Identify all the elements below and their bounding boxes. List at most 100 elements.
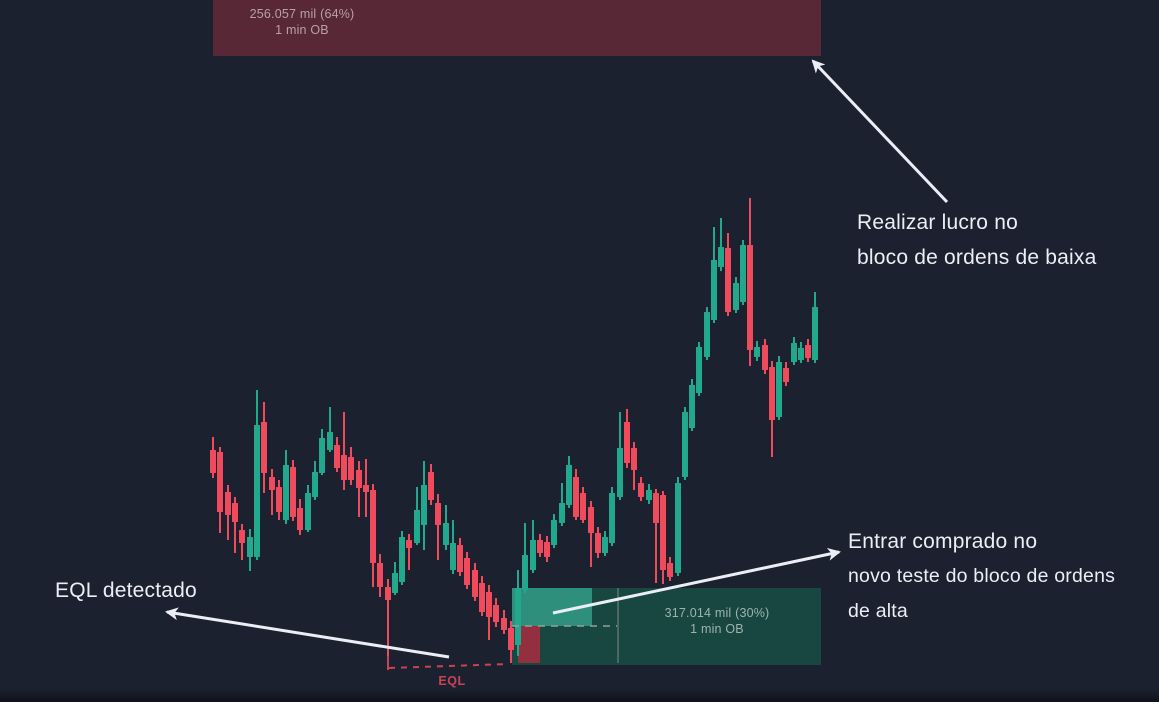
candle-wick [234,497,236,553]
candle-body [609,493,615,543]
candle-body [319,438,325,473]
candle-body [573,477,579,517]
candle-body [239,530,245,543]
candle-body [675,483,681,573]
candle-body [261,422,267,473]
note-eql-detected: EQL detectado [55,573,197,608]
candle-body [602,537,608,553]
candle-body [544,542,550,557]
candle-body [276,487,282,512]
candle-body [515,588,521,645]
note-take-profit: Realizar lucro no bloco de ordens de bai… [857,205,1096,275]
candle-body [392,573,398,593]
candle-wick [720,218,722,271]
candle-body [725,248,731,312]
candle-wick [590,501,592,567]
candle-wick [408,534,410,570]
note-entry-line3: de alta [848,600,908,622]
candle-body [580,493,586,520]
candle-body [327,432,333,450]
candle-body [450,543,456,570]
bullish-ob-volume-text: 317.014 mil (30%) [664,606,770,620]
candle-body [783,368,789,382]
candle-wick [358,461,360,517]
bearish-order-block-label: 256.057 mil (64%) 1 min OB [250,7,355,38]
candle-body [435,503,441,525]
candle-body [464,558,470,585]
candle-body [210,450,216,473]
candle-body [812,307,818,360]
candle-body [377,563,383,587]
candle-body [493,605,499,622]
note-take-profit-line2: bloco de ordens de baixa [857,246,1097,269]
note-entry: Entrar comprado no novo teste do bloco d… [848,524,1115,629]
candle-body [341,455,347,480]
candle-body [225,492,231,515]
candle-body [508,628,514,650]
candle-body [551,520,557,545]
candle-wick [271,469,273,515]
candle-wick [437,494,439,560]
candle-body [247,537,253,557]
candle-body [682,412,688,477]
note-entry-line1: Entrar comprado no [848,530,1038,553]
candle-body [334,445,340,468]
arrow-to-entry-text [552,547,841,615]
candle-body [718,247,724,267]
candle-body [443,523,449,545]
candle-body [232,503,238,522]
candle-body [363,485,369,492]
candle-body [660,495,666,570]
candle-body [348,457,354,480]
eql-dashed-line [388,663,510,669]
candle-body [791,343,797,362]
bearish-order-block: 256.057 mil (64%) 1 min OB [213,0,821,56]
candle-body [479,583,485,612]
candle-wick [655,489,657,583]
arrow-to-eql-text [165,607,450,659]
note-entry-line2: novo teste do bloco de ordens [848,565,1116,587]
arrow-to-bearish-ob [811,59,949,204]
bullish-ob-origin-zone [518,626,540,663]
candle-body [217,452,223,512]
candle-body [297,508,303,530]
candle-body [290,467,296,517]
note-eql-detected-text: EQL detectado [55,579,197,602]
candle-body [588,507,594,533]
bearish-ob-timeframe-text: 1 min OB [275,22,329,37]
candle-body [269,477,275,490]
candle-body [747,245,753,350]
candle-body [769,367,775,420]
candle-body [428,472,434,500]
candle-body [385,587,391,600]
candle-wick [387,579,389,668]
eql-label: EQL [438,674,466,688]
candle-body [421,485,427,525]
candle-body [704,312,710,357]
candle-body [537,540,543,553]
candle-body [689,385,695,428]
candle-body [762,345,768,370]
candle-body [711,260,717,320]
candle-body [530,540,536,570]
candle-body [406,540,412,548]
candle-body [370,490,376,563]
candle-body [624,422,630,463]
bullish-order-block: 317.014 mil (30%) 1 min OB [512,588,821,665]
candle-body [696,347,702,393]
bullish-order-block-label: 317.014 mil (30%) 1 min OB [665,606,770,637]
candle-body [646,490,652,500]
candle-body [617,448,623,497]
candle-body [283,465,289,520]
candle-wick [343,412,345,490]
candle-body [776,362,782,417]
candle-body [595,533,601,553]
candle-body [472,570,478,597]
candle-body [559,503,565,523]
bearish-ob-volume-text: 256.057 mil (64%) [249,7,355,21]
candle-body [740,245,746,302]
candle-body [798,348,804,360]
